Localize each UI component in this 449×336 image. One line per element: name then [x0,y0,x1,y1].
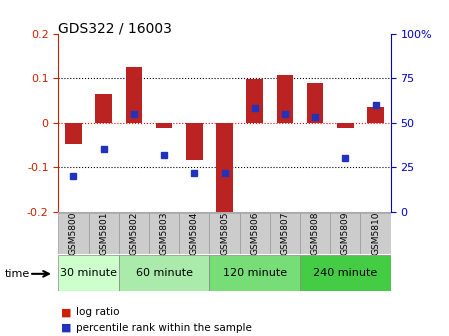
Bar [149,213,179,254]
Text: GSM5810: GSM5810 [371,212,380,255]
Text: GSM5805: GSM5805 [220,212,229,255]
Bar [119,213,149,254]
Bar [209,213,240,254]
Text: ■: ■ [61,307,71,318]
Bar [337,123,354,128]
Bar [156,123,172,128]
Text: GSM5802: GSM5802 [129,212,138,255]
Text: GSM5807: GSM5807 [281,212,290,255]
Text: GSM5800: GSM5800 [69,212,78,255]
Text: 120 minute: 120 minute [223,268,287,278]
Text: GSM5806: GSM5806 [250,212,259,255]
Bar [65,123,82,144]
Bar [367,107,384,123]
Bar [119,255,209,291]
Bar [270,213,300,254]
Text: GSM5803: GSM5803 [159,212,168,255]
Text: GSM5809: GSM5809 [341,212,350,255]
Text: 60 minute: 60 minute [136,268,193,278]
Text: log ratio: log ratio [76,307,120,318]
Text: GDS322 / 16003: GDS322 / 16003 [58,22,172,36]
Bar [277,75,293,123]
Text: ■: ■ [61,323,71,333]
Bar [330,213,361,254]
Bar [179,213,209,254]
Text: 30 minute: 30 minute [60,268,117,278]
Bar [58,213,88,254]
Bar [209,255,300,291]
Bar [300,213,330,254]
Bar [247,79,263,123]
Text: time: time [4,269,30,279]
Text: percentile rank within the sample: percentile rank within the sample [76,323,252,333]
Bar [126,67,142,123]
Bar [216,123,233,221]
Text: GSM5801: GSM5801 [99,212,108,255]
Bar [240,213,270,254]
Bar [307,83,323,123]
Text: GSM5808: GSM5808 [311,212,320,255]
Bar [95,94,112,123]
Bar [300,255,391,291]
Bar [58,255,119,291]
Text: 240 minute: 240 minute [313,268,378,278]
Bar [88,213,119,254]
Bar [186,123,202,161]
Bar [361,213,391,254]
Text: GSM5804: GSM5804 [190,212,199,255]
